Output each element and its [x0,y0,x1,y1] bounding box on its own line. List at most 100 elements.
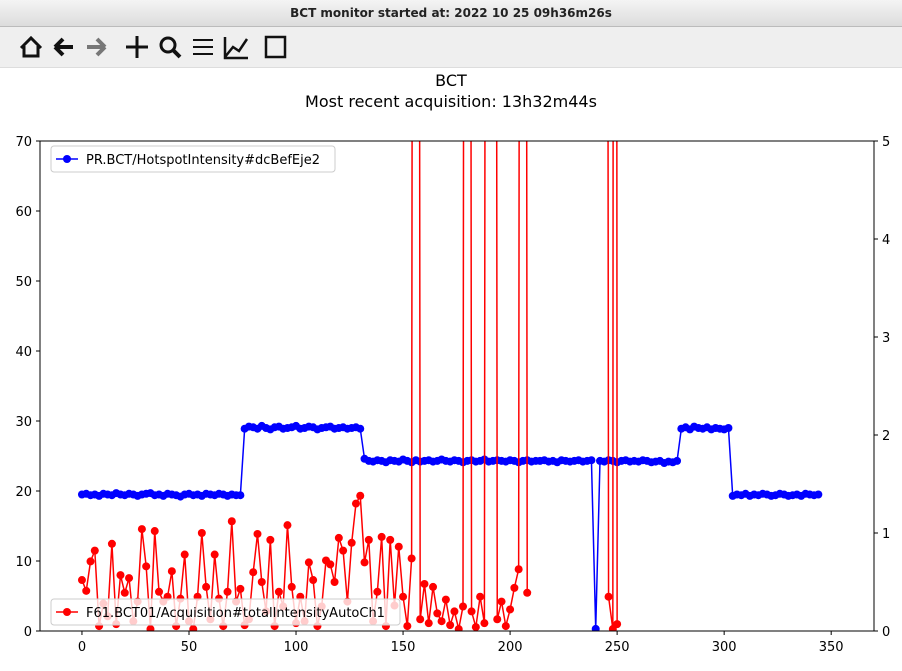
data-point [480,619,489,628]
y-tick-label: 50 [15,275,32,290]
data-point [287,582,296,591]
data-point [364,535,373,544]
data-point [497,597,506,606]
data-point [180,550,189,559]
chart-subtitle: Most recent acquisition: 13h32m44s [305,92,597,111]
data-point [450,607,459,616]
data-point [471,623,480,631]
data-point [386,535,395,544]
data-point [403,622,412,631]
data-point [514,565,523,574]
data-point [429,582,438,591]
data-point [249,568,258,577]
data-point [146,625,155,631]
zoom-button[interactable] [159,36,177,54]
home-button[interactable] [19,35,43,58]
data-point [304,558,313,567]
configure-button[interactable] [193,39,213,55]
data-point [257,578,266,586]
data-point [223,587,232,596]
edit-button[interactable] [223,37,249,60]
y-tick-label: 60 [15,205,32,220]
data-point [274,587,283,596]
x-tick-label: 150 [391,640,416,655]
data-point [587,456,596,465]
data-point [373,587,382,596]
data-point [167,567,176,576]
data-point [236,491,245,500]
data-point [227,517,236,526]
data-point [137,525,146,534]
data-point [360,558,369,567]
y-tick-label: 40 [15,345,32,360]
data-point [377,532,386,541]
x-tick-label: 200 [498,640,523,655]
data-point [253,529,262,538]
data-point [125,574,134,583]
chart: BCT Most recent acquisition: 13h32m44s 0… [15,71,890,655]
data-point [724,424,733,432]
data-point [82,586,91,595]
chart-title: BCT [435,71,467,90]
data-point [613,620,622,629]
data-point [326,560,335,569]
data-point [446,621,455,630]
y-tick-label: 70 [15,135,32,150]
data-point [86,557,95,566]
data-point [437,617,446,626]
data-point [77,576,86,585]
data-point [107,539,116,548]
back-button[interactable] [53,37,73,57]
legend-label: PR.BCT/HotspotIntensity#dcBefEje2 [86,153,320,168]
data-point [476,592,485,601]
data-point [120,588,129,597]
pan-button[interactable] [126,36,148,58]
data-point [467,607,476,616]
data-point [591,624,600,631]
title-bar: BCT monitor started at: 2022 10 25 09h36… [0,0,902,27]
y-tick-label: 0 [24,625,32,640]
data-point [523,588,532,597]
y2-tick-label: 5 [882,135,890,150]
data-point [347,538,356,547]
data-point [266,535,275,544]
window-title: BCT monitor started at: 2022 10 25 09h36… [290,6,612,20]
save-button[interactable] [264,35,287,59]
data-point [506,605,515,614]
data-point [416,615,425,624]
data-point [441,595,450,604]
data-point [814,490,823,499]
data-point [454,625,463,631]
data-point [150,527,159,536]
data-point [330,578,339,586]
data-point [673,456,682,465]
data-point [90,546,99,555]
data-point [604,592,613,601]
legend-marker [63,155,71,163]
series-line [81,425,819,629]
y2-tick-label: 1 [882,527,890,542]
data-point [420,579,429,588]
data-point [309,576,318,585]
legend-label: F61.BCT01/Acquisition#totalIntensityAuto… [86,606,385,621]
x-tick-label: 300 [712,640,737,655]
data-point [339,546,348,555]
data-point [283,521,292,530]
data-point [501,622,510,631]
y2-tick-label: 3 [882,331,890,346]
data-point [116,571,125,580]
toolbar [0,27,902,68]
data-point [202,582,211,591]
forward-button[interactable] [87,37,107,57]
data-point [399,592,408,601]
legend-box [50,598,401,626]
data-point [407,554,416,563]
y-tick-label: 30 [15,415,32,430]
toolbar-icons [19,35,287,60]
data-point [424,619,433,628]
data-point [210,550,219,559]
data-point [356,491,365,500]
y2-tick-label: 0 [882,625,890,640]
data-point [493,615,502,624]
